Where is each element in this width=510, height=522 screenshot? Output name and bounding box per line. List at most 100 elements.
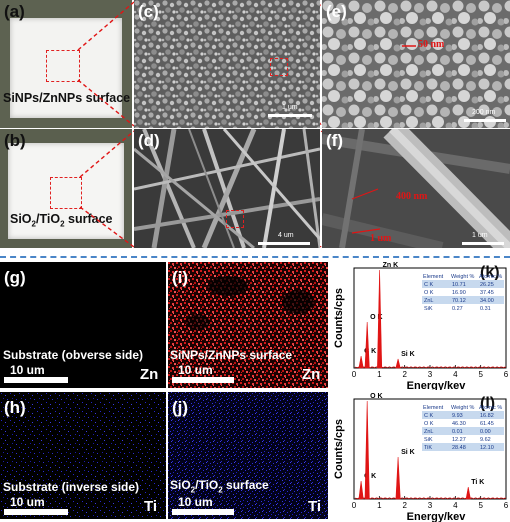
- table-cell: 16.82: [480, 413, 494, 419]
- table-cell: 16.90: [452, 290, 466, 296]
- panel-g-caption: Substrate (obverse side): [3, 348, 144, 362]
- x-tick-label: 1: [377, 370, 382, 379]
- panel-j-caption: SiO2/TiO2 surface: [170, 478, 269, 495]
- table-cell: O K: [424, 290, 434, 296]
- panel-i-scale-bar: [172, 377, 234, 383]
- panel-i-caption: SiNPs/ZnNPs surface: [170, 348, 293, 362]
- panel-a-zoom-box: [46, 50, 80, 82]
- panel-c-scale-bar: [268, 114, 312, 117]
- x-tick-label: 0: [352, 501, 357, 510]
- panel-f-sem: (f) 400 nm 1 um 1 um: [322, 129, 510, 248]
- panel-b-photo: (b) SiO2/TiO2 surface: [0, 129, 132, 248]
- panel-g-scale-bar: [4, 377, 68, 383]
- table-cell: ZnL: [424, 298, 433, 304]
- panel-h-scale-bar: [4, 509, 68, 515]
- panel-d-sem: (d) 4 um: [134, 129, 320, 248]
- table-row-bg: [422, 280, 504, 288]
- x-tick-label: 4: [453, 501, 458, 510]
- table-cell: 26.25: [480, 282, 494, 288]
- table-cell: 0.00: [480, 429, 491, 435]
- panel-d-zoom-box: [226, 210, 244, 228]
- peak-label: Si K: [401, 351, 415, 358]
- peak-label: Si K: [401, 449, 415, 456]
- spectrum-peak: [364, 321, 370, 369]
- spectrum-peak: [358, 480, 364, 500]
- table-cell: 0.01: [452, 429, 463, 435]
- table-cell: SiK: [424, 306, 433, 312]
- table-cell: 37.45: [480, 290, 494, 296]
- table-cell: C K: [424, 413, 434, 419]
- panel-e-scale-bar: [464, 119, 506, 122]
- table-cell: O K: [424, 421, 434, 427]
- spectrum-peak: [364, 400, 370, 500]
- panel-c-label: (c): [138, 2, 159, 21]
- peak-label: C K: [364, 473, 376, 480]
- table-cell: 10.71: [452, 282, 466, 288]
- panel-j-label: (j): [172, 398, 189, 417]
- table-cell: 12.27: [452, 437, 466, 443]
- table-cell: 0.31: [480, 306, 491, 312]
- panel-c-scale-text: 1 um: [282, 104, 298, 111]
- table-cell: 46.30: [452, 421, 466, 427]
- panel-g-scale-text: 10 um: [10, 363, 45, 377]
- panel-a-label: (a): [4, 2, 25, 21]
- x-tick-label: 2: [402, 370, 407, 379]
- peak-label: Ti K: [471, 479, 484, 486]
- spectrum-peak: [377, 269, 383, 369]
- x-tick-label: 6: [504, 501, 509, 510]
- peak-label: O K: [370, 393, 382, 400]
- table-header: Atomic %: [479, 274, 502, 280]
- panel-i-element: Zn: [302, 366, 321, 383]
- table-row-bg: [422, 443, 504, 451]
- panel-i-label: (i): [172, 268, 189, 287]
- panel-h-label: (h): [4, 398, 26, 417]
- x-tick-label: 6: [504, 370, 509, 379]
- table-row-bg: [422, 411, 504, 419]
- panel-h-element: Ti: [144, 498, 158, 515]
- x-tick-label: 3: [428, 501, 433, 510]
- x-tick-label: 5: [478, 501, 483, 510]
- panel-e-annotation: 50 nm: [418, 39, 445, 50]
- table-cell: 28.48: [452, 445, 466, 451]
- panel-j-map: (j) SiO2/TiO2 surface 10 um Ti: [168, 392, 328, 519]
- panel-g-label: (g): [4, 268, 26, 287]
- panel-f-scale-bar: [462, 242, 504, 245]
- y-axis-label: Counts/cps: [333, 288, 345, 348]
- panel-e-label: (e): [326, 2, 347, 21]
- x-axis-label: Energy/kev: [407, 380, 467, 390]
- panel-j-element: Ti: [308, 498, 322, 515]
- panel-d-scale-bar: [258, 242, 310, 245]
- table-cell: 12.10: [480, 445, 494, 451]
- panel-d-scale-text: 4 um: [278, 232, 294, 239]
- eds-chart-k: 0 1 2 3 4 5 6 Energy/kev Counts/cps C K O K Zn K Si …: [333, 262, 509, 390]
- table-cell: 34.00: [480, 298, 494, 304]
- spectrum-peak: [465, 486, 471, 500]
- panel-a-photo: (a) SiNPs/ZnNPs surface: [0, 0, 132, 128]
- panel-g-map: (g) Substrate (obverse side) 10 um Zn: [0, 262, 166, 388]
- panel-a-caption: SiNPs/ZnNPs surface: [3, 91, 131, 105]
- panel-b-zoom-box: [50, 177, 82, 209]
- table-cell: C K: [424, 282, 434, 288]
- panel-f-label: (f): [326, 131, 343, 150]
- spectrum-peak: [358, 355, 364, 369]
- table-row-bg: [422, 427, 504, 435]
- panel-h-scale-text: 10 um: [10, 495, 45, 509]
- table-header: Element: [423, 405, 444, 411]
- eds-chart-l: 0 1 2 3 4 5 6 Energy/kev Counts/cps C K O K Si K Ti …: [333, 393, 509, 522]
- spectrum-peak: [395, 456, 401, 500]
- panel-h-map: (h) Substrate (inverse side) 10 um Ti: [0, 392, 166, 519]
- peak-label: Zn K: [383, 262, 399, 269]
- panel-f-annotation-1: 400 nm: [396, 191, 428, 202]
- spectrum-peak: [395, 358, 401, 369]
- y-axis-label: Counts/cps: [333, 419, 345, 479]
- panel-i-scale-text: 10 um: [178, 363, 213, 377]
- table-cell: TiK: [424, 445, 432, 451]
- panel-f-annotation-2: 1 um: [370, 233, 392, 244]
- panel-b-label: (b): [4, 131, 26, 150]
- table-cell: 9.62: [480, 437, 491, 443]
- x-tick-label: 0: [352, 370, 357, 379]
- peak-label: C K: [364, 348, 376, 355]
- x-tick-label: 5: [478, 370, 483, 379]
